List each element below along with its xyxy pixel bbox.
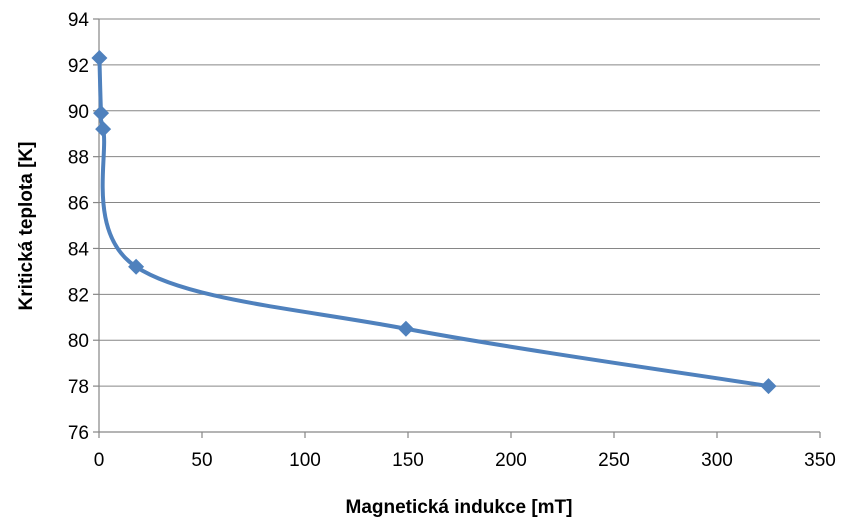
y-tick-label: 78 — [68, 377, 89, 398]
series-line — [97, 56, 771, 389]
x-axis-title: Magnetická indukce [mT] — [346, 497, 573, 518]
x-tick-labels: 0 50 100 150 200 250 300 350 — [94, 450, 836, 471]
data-point-3 — [128, 258, 145, 275]
x-tick-label: 200 — [495, 450, 527, 471]
y-tick-label: 90 — [68, 102, 89, 123]
x-tick-label: 100 — [289, 450, 321, 471]
y-tick-label: 84 — [68, 239, 90, 260]
y-tick-label: 82 — [68, 285, 89, 306]
data-markers — [91, 50, 777, 395]
data-point-1 — [93, 105, 110, 122]
data-point-0 — [91, 50, 108, 67]
x-tick-label: 300 — [701, 450, 733, 471]
gridlines — [99, 18, 820, 387]
x-tick-label: 250 — [598, 450, 630, 471]
data-point-4 — [397, 320, 414, 337]
y-axis-title: Kritická teplota [K] — [16, 142, 37, 311]
y-tick-label: 94 — [68, 10, 90, 31]
data-point-5 — [760, 378, 777, 395]
y-tick-label: 80 — [68, 331, 89, 352]
y-tick-label: 88 — [68, 148, 89, 169]
x-tick-label: 0 — [94, 450, 105, 471]
y-tick-label: 86 — [68, 194, 89, 215]
axes — [93, 18, 821, 438]
x-tick-label: 150 — [392, 450, 424, 471]
y-tick-label: 76 — [68, 423, 89, 444]
y-tick-labels: 76 78 80 82 84 86 88 90 92 94 — [68, 10, 90, 444]
x-tick-label: 50 — [191, 450, 212, 471]
y-tick-label: 92 — [68, 56, 89, 77]
data-point-2 — [95, 121, 112, 138]
x-tick-label: 350 — [804, 450, 836, 471]
